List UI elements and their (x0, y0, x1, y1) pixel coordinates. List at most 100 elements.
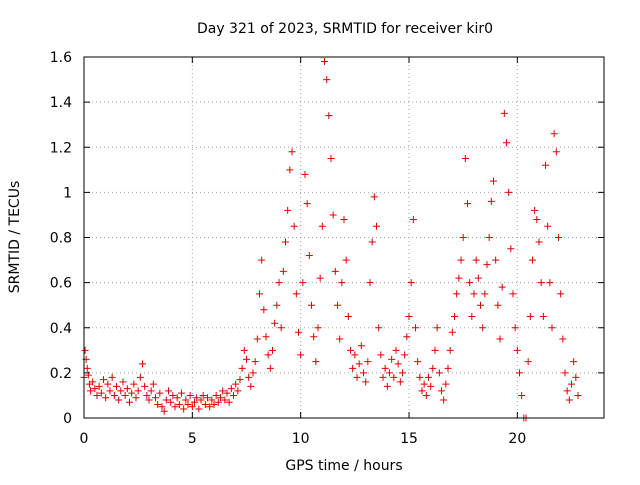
data-point (349, 364, 357, 372)
data-point (431, 346, 439, 354)
data-point (565, 396, 573, 404)
data-point (301, 170, 309, 178)
data-point (416, 373, 424, 381)
data-point (288, 148, 296, 156)
data-point (370, 193, 378, 201)
data-point (143, 391, 151, 399)
data-point (139, 360, 146, 368)
data-point (132, 394, 140, 402)
data-point (282, 238, 289, 246)
data-point (403, 333, 411, 341)
data-point (277, 324, 285, 332)
data-point (292, 290, 300, 298)
data-point (327, 155, 335, 163)
data-point (117, 387, 125, 395)
data-point (390, 373, 398, 381)
data-point (472, 256, 480, 264)
data-point (243, 355, 250, 363)
data-point (182, 396, 190, 404)
data-point (269, 346, 276, 354)
data-point (336, 335, 344, 343)
data-point (126, 398, 133, 406)
data-point (104, 380, 112, 388)
data-point (535, 238, 543, 246)
data-point (91, 385, 99, 393)
data-point (342, 256, 350, 264)
data-point (572, 373, 580, 381)
data-point (364, 358, 372, 366)
data-point (544, 222, 552, 230)
data-point (106, 387, 114, 395)
data-point (340, 215, 348, 223)
data-point (279, 267, 287, 275)
data-point (481, 290, 489, 298)
data-point (123, 385, 131, 393)
data-point (208, 396, 216, 404)
data-point (178, 389, 185, 397)
data-point (355, 360, 363, 368)
data-point (275, 279, 283, 287)
data-point (505, 188, 513, 196)
data-point (212, 391, 220, 399)
data-point (167, 398, 175, 406)
y-tick-label: 1.2 (50, 140, 72, 156)
data-point (347, 346, 354, 354)
data-point (377, 351, 385, 359)
data-point (344, 312, 352, 320)
data-point (169, 391, 177, 399)
data-point (568, 380, 575, 388)
data-point (360, 369, 367, 377)
data-point (498, 283, 506, 291)
data-point (559, 335, 567, 343)
data-point (563, 387, 571, 395)
y-tick-label: 1.6 (50, 50, 72, 66)
data-point (468, 312, 476, 320)
data-point (444, 364, 452, 372)
data-point (412, 324, 419, 332)
data-point (440, 396, 448, 404)
data-point (401, 351, 409, 359)
data-point (405, 312, 413, 320)
data-point (329, 211, 337, 219)
data-point (433, 324, 441, 332)
data-point (453, 290, 461, 298)
data-point (479, 324, 487, 332)
data-point (251, 358, 259, 366)
data-point (264, 351, 272, 359)
data-point (496, 335, 504, 343)
data-point (303, 200, 311, 208)
data-point (286, 166, 294, 174)
data-point (308, 301, 315, 309)
chart-title: Day 321 of 2023, SRMTID for receiver kir… (197, 21, 493, 37)
data-point (492, 256, 500, 264)
data-point (186, 391, 194, 399)
data-point (147, 387, 155, 395)
y-tick-label: 0.6 (50, 276, 72, 292)
data-point (128, 389, 136, 397)
data-point (351, 351, 359, 359)
data-point (180, 405, 188, 413)
data-point (490, 177, 497, 185)
data-point (173, 394, 181, 402)
data-point (191, 398, 198, 406)
data-point (134, 387, 142, 395)
data-point (555, 234, 562, 241)
data-point (188, 403, 196, 411)
data-point (422, 391, 430, 399)
data-point (262, 333, 270, 341)
data-point (110, 391, 118, 399)
data-point (97, 389, 105, 397)
data-point (373, 222, 380, 230)
data-point (455, 274, 463, 282)
data-point (136, 373, 144, 381)
data-point (561, 369, 569, 377)
data-point (201, 400, 209, 408)
data-point (115, 396, 123, 404)
data-point (509, 290, 517, 298)
data-point (295, 328, 302, 336)
data-point (130, 380, 138, 388)
data-point (81, 346, 89, 354)
data-point (95, 382, 103, 390)
data-point (531, 206, 539, 214)
data-point (548, 324, 556, 332)
